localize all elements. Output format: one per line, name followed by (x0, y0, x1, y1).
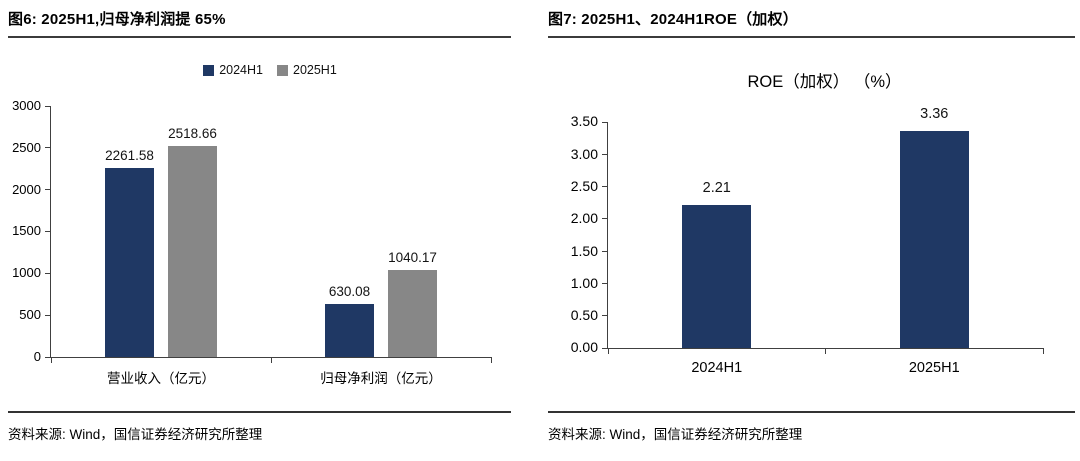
x-axis-tick (607, 348, 609, 354)
bar-group: 3.36 (826, 106, 1044, 348)
x-axis-tick (825, 348, 826, 354)
y-axis-tick (602, 186, 608, 188)
x-axis-tick (270, 357, 272, 363)
y-axis-tick (45, 189, 51, 191)
bar-wrap: 1040.17 (388, 250, 437, 357)
y-tick-label: 2500 (12, 139, 41, 155)
bar-group: 2.21 (608, 122, 826, 348)
roe-chart-title: ROE（加权） （%） (747, 73, 902, 91)
bar-wrap: 2261.58 (105, 148, 154, 357)
figure7-source-divider (548, 411, 1075, 413)
y-tick-label: 1500 (12, 223, 41, 239)
bar-group: 630.08 1040.17 (271, 106, 491, 357)
figure6-panel: 图6: 2025H1,归母净利润提 65% 2024H1 2025H1 3000 2… (8, 11, 511, 442)
y-tick-label: 0.50 (570, 307, 598, 323)
y-tick-label: 3.00 (570, 145, 598, 162)
x-axis-tick (1042, 348, 1044, 354)
bar (168, 146, 217, 357)
y-axis-tick (45, 147, 51, 149)
legend-label: 2024H1 (219, 63, 263, 77)
bar (325, 304, 374, 357)
y-tick-label: 2000 (12, 181, 41, 197)
y-axis-tick (602, 282, 608, 284)
x-axis-tick (490, 357, 492, 363)
y-axis-tick (45, 272, 51, 274)
y-axis-tick (602, 153, 608, 155)
y-tick-label: 3000 (12, 97, 41, 113)
y-tick-label: 1.00 (570, 274, 598, 291)
figure6-source: 资料来源: Wind，国信证券经济研究所整理 (8, 427, 263, 442)
y-tick-label: 0 (33, 348, 41, 364)
category-label: 归母净利润（亿元） (320, 371, 442, 386)
y-axis-tick (602, 315, 608, 317)
bar-value-label: 2518.66 (168, 126, 217, 142)
figure7-panel: 图7: 2025H1、2024H1ROE（加权） ROE（加权） （%） 3.5… (540, 0, 1080, 461)
legend-swatch-icon (203, 64, 215, 76)
y-axis-tick (45, 314, 51, 316)
y-tick-label: 2.00 (570, 210, 598, 227)
bar-value-label: 2261.58 (105, 147, 154, 163)
bar-wrap: 2518.66 (168, 126, 217, 357)
bar (899, 131, 969, 348)
figure7-source: 资料来源: Wind，国信证券经济研究所整理 (548, 427, 803, 442)
legend-item: 2024H1 (203, 63, 263, 77)
figure6-source-divider (8, 411, 511, 413)
y-axis-tick (45, 105, 51, 107)
y-tick-label: 0.00 (570, 339, 598, 356)
bar-value-label: 2.21 (702, 180, 731, 197)
bar (105, 167, 154, 357)
figure7-title-divider (548, 36, 1075, 38)
figure6-title: 图6: 2025H1,归母净利润提 65% (8, 11, 226, 28)
legend-label: 2025H1 (293, 63, 337, 77)
bar (682, 205, 752, 348)
bar-value-label: 3.36 (920, 106, 949, 122)
bar (388, 270, 437, 357)
figure6-plot: 3000 2500 2000 1500 1000 500 0 2261.58 2518.66 营业… (12, 98, 492, 386)
legend-item: 2025H1 (277, 63, 337, 77)
y-axis-tick (45, 356, 51, 358)
category-label: 2024H1 (691, 360, 743, 376)
bar-wrap: 630.08 (325, 284, 374, 357)
chart-legend: 2024H1 2025H1 (50, 63, 490, 77)
y-axis-tick (602, 218, 608, 220)
y-tick-label: 2.50 (570, 177, 598, 194)
figure7-title: 图7: 2025H1、2024H1ROE（加权） (548, 11, 798, 28)
bar-value-label: 630.08 (328, 284, 371, 300)
y-axis-tick (602, 250, 608, 252)
figure7-plot: 3.50 3.00 2.50 2.00 1.50 1.00 0.50 0.00 2.21 2024… (571, 106, 1044, 376)
y-tick-label: 1000 (12, 265, 41, 281)
y-axis-tick (45, 231, 51, 232)
legend-swatch-icon (277, 64, 288, 76)
y-tick-label: 1.50 (570, 242, 598, 259)
bar-wrap: 3.36 (899, 106, 969, 348)
y-tick-label: 500 (19, 307, 41, 323)
bar-value-label: 1040.17 (388, 250, 437, 265)
y-axis-tick (602, 347, 608, 349)
bar-group: 2261.58 2518.66 (51, 106, 271, 357)
y-tick-label: 3.50 (570, 113, 598, 130)
category-label: 2025H1 (908, 360, 960, 376)
x-axis-tick (50, 357, 52, 363)
y-axis-tick (602, 121, 608, 123)
figure6-title-divider (8, 36, 511, 38)
category-label: 营业收入（亿元） (107, 371, 215, 386)
bar-wrap: 2.21 (682, 180, 752, 348)
